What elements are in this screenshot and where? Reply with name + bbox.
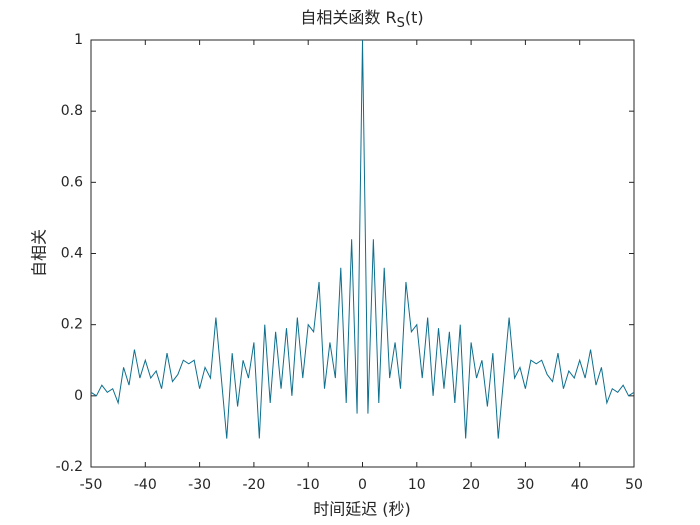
x-axis-label: 时间延迟 (秒) — [313, 500, 411, 519]
y-tick-label: 0.6 — [61, 174, 83, 190]
x-tick-label: 40 — [571, 477, 589, 493]
y-tick-label: 0.2 — [61, 317, 83, 333]
x-tick-label: 0 — [358, 477, 367, 493]
y-tick-label: 0 — [74, 388, 83, 404]
y-axis-label: 自相关 — [30, 229, 49, 277]
x-tick-label: -50 — [80, 477, 103, 493]
data-line — [90, 39, 635, 439]
x-tick-label: 10 — [408, 477, 426, 493]
title-main: 自相关函数 R — [300, 8, 396, 27]
y-tick-label: 0.8 — [61, 103, 83, 119]
chart-title: 自相关函数 RS(t) — [300, 8, 423, 31]
x-tick-label: -30 — [188, 477, 211, 493]
y-tick-label: 1 — [74, 32, 83, 48]
y-tick-label: 0.4 — [61, 246, 83, 262]
x-tick-label: -40 — [134, 477, 157, 493]
x-tick-label: 50 — [625, 477, 643, 493]
x-tick-label: -20 — [242, 477, 265, 493]
title-suffix: (t) — [405, 8, 424, 27]
x-tick-label: -10 — [297, 477, 320, 493]
y-tick-label: -0.2 — [56, 459, 83, 475]
x-tick-label: 20 — [462, 477, 480, 493]
title-subscript: S — [397, 16, 405, 31]
x-tick-label: 30 — [516, 477, 534, 493]
